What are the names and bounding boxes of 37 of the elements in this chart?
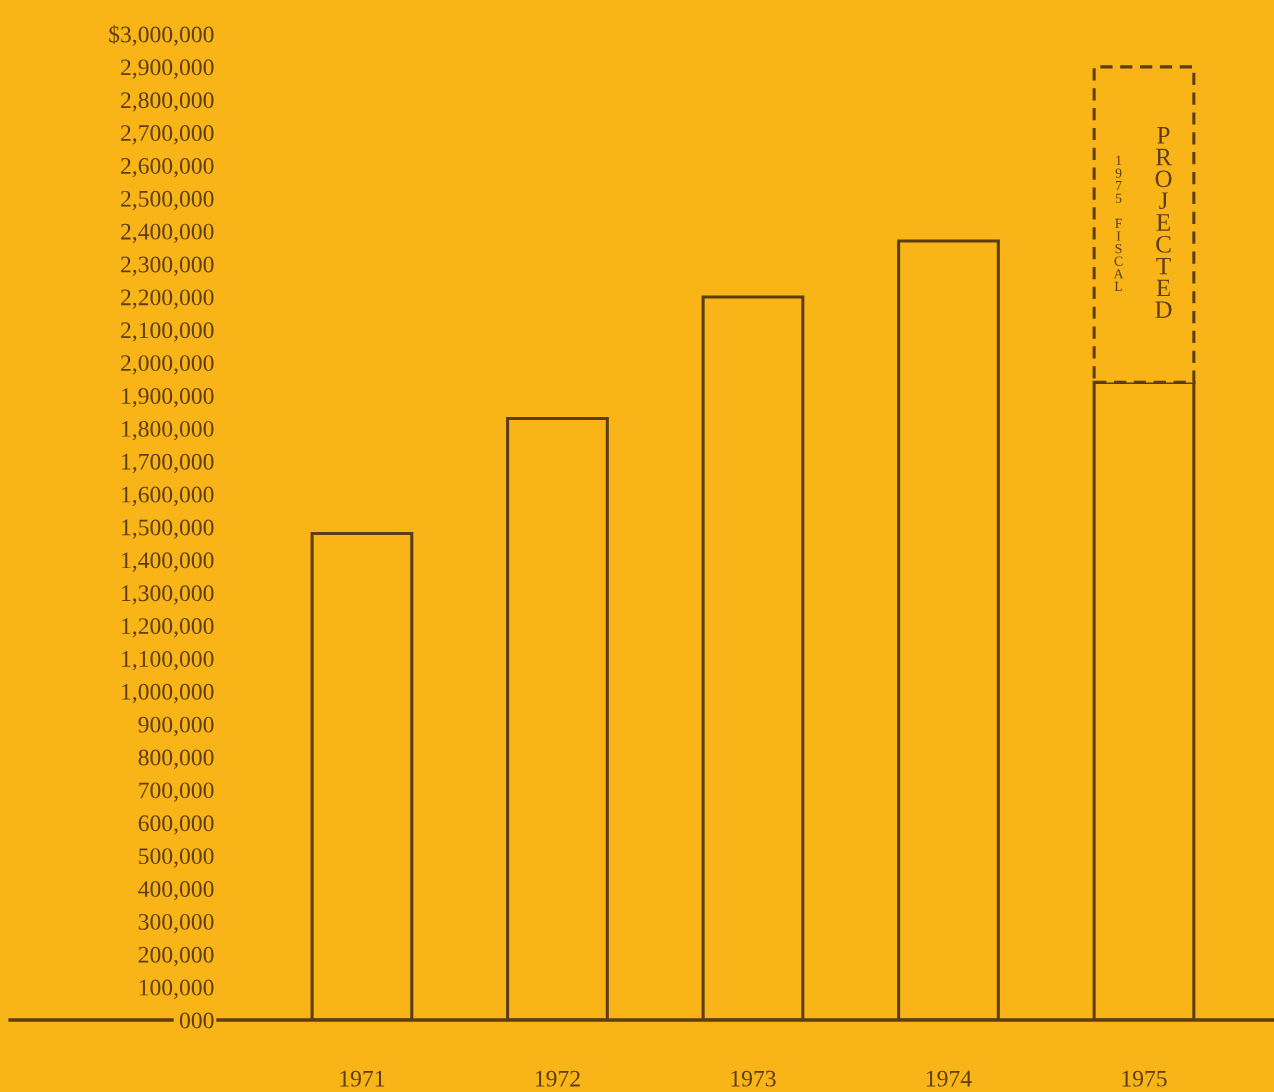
y-tick-label: 1,600,000 xyxy=(122,486,214,506)
y-tick-label: 1,200,000 xyxy=(122,618,214,638)
y-tick-label: 2,200,000 xyxy=(121,289,214,309)
x-tick-label: 1973 xyxy=(731,1070,776,1087)
y-tick-label: 2,100,000 xyxy=(121,322,214,342)
x-tick-label: 1975 xyxy=(1122,1070,1167,1087)
x-tick-label: 1974 xyxy=(926,1070,972,1087)
y-tick-label: 1,100,000 xyxy=(122,650,214,671)
y-tick-label: 900,000 xyxy=(138,716,214,737)
y-tick-label: 1,000,000 xyxy=(122,683,214,704)
y-tick-label: 300,000 xyxy=(138,913,214,934)
x-tick-label: 1972 xyxy=(535,1070,580,1087)
y-tick-label: 400,000 xyxy=(138,881,214,901)
y-tick-label: 1,400,000 xyxy=(122,552,214,572)
y-tick-label: 1,800,000 xyxy=(122,420,214,441)
y-tick-label: 2,600,000 xyxy=(121,157,214,178)
y-tick-label: 1,300,000 xyxy=(122,585,214,605)
y-tick-label: 2,300,000 xyxy=(121,256,214,276)
y-tick-label: 2,900,000 xyxy=(121,59,214,79)
y-tick-label: 2,400,000 xyxy=(121,223,214,244)
y-tick-label: 200,000 xyxy=(138,946,214,967)
y-tick-label: $3,000,000 xyxy=(109,25,214,46)
y-tick-label: 1,500,000 xyxy=(122,519,214,539)
y-tick-label: 2,000,000 xyxy=(121,355,214,375)
y-tick-label: 500,000 xyxy=(139,848,214,868)
y-tick-label: 2,800,000 xyxy=(121,92,214,112)
y-tick-label: 1,700,000 xyxy=(122,453,214,474)
text: PROJECTED xyxy=(1155,127,1172,318)
y-tick-label: 2,700,000 xyxy=(121,125,214,145)
x-tick-label: 1971 xyxy=(340,1070,385,1087)
y-tick-label: 800,000 xyxy=(138,749,214,769)
y-tick-label: 000 xyxy=(179,1012,214,1029)
y-tick-label: 1,900,000 xyxy=(122,388,214,408)
y-tick-label: 100,000 xyxy=(139,979,214,999)
y-tick-label: 600,000 xyxy=(138,815,214,835)
y-tick-label: 2,500,000 xyxy=(121,190,214,211)
y-tick-label: 700,000 xyxy=(139,782,214,802)
